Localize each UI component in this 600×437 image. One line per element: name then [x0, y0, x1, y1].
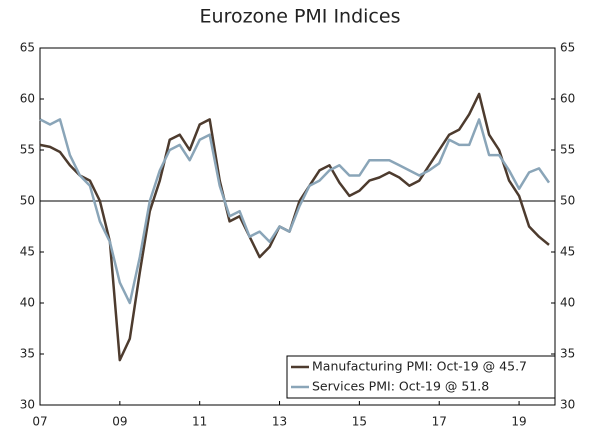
y-tick-label: 60 — [20, 92, 35, 106]
y2-tick-label: 45 — [560, 245, 575, 259]
legend-box — [286, 355, 556, 399]
legend-label: Services PMI: Oct-19 @ 51.8 — [312, 379, 489, 394]
x-tick-label: 09 — [112, 415, 127, 429]
y2-tick-label: 55 — [560, 143, 575, 157]
y-tick-label: 40 — [20, 296, 35, 310]
y-tick-label: 30 — [20, 398, 35, 412]
series-line — [39, 118, 551, 305]
chart-title: Eurozone PMI Indices — [200, 6, 401, 28]
plot-frame — [39, 47, 556, 406]
y-tick-label: 65 — [20, 41, 35, 55]
x-tick-label: 07 — [32, 415, 47, 429]
y2-tick-label: 40 — [560, 296, 575, 310]
y2-tick-label: 35 — [560, 347, 575, 361]
x-tick-label: 17 — [432, 415, 447, 429]
x-tick-label: 15 — [352, 415, 367, 429]
y2-tick-label: 60 — [560, 92, 575, 106]
y-tick-label: 50 — [20, 194, 35, 208]
legend-label: Manufacturing PMI: Oct-19 @ 45.7 — [312, 359, 527, 374]
y2-tick-label: 65 — [560, 41, 575, 55]
y2-tick-label: 50 — [560, 194, 575, 208]
y-tick-label: 35 — [20, 347, 35, 361]
y-tick-label: 45 — [20, 245, 35, 259]
x-tick-label: 19 — [511, 415, 526, 429]
y-tick-label: 55 — [20, 143, 35, 157]
x-tick-label: 11 — [192, 415, 207, 429]
y2-tick-label: 30 — [560, 398, 575, 412]
x-tick-label: 13 — [272, 415, 287, 429]
